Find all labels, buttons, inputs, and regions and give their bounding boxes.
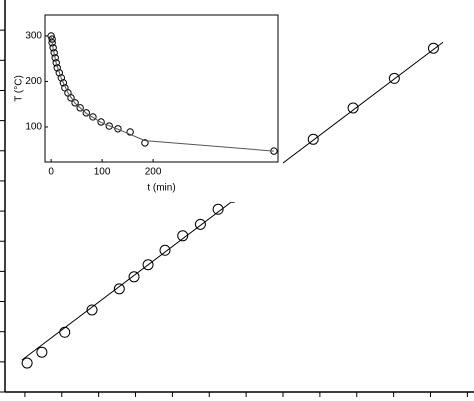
y-axis-label: T (°C) [14, 75, 25, 102]
x-axis-label: t (min) [147, 183, 175, 194]
data-point [159, 244, 171, 256]
data-point [307, 133, 319, 145]
x-tick-label: 200 [145, 167, 162, 178]
y-tick-label: 200 [25, 76, 42, 87]
data-point [36, 346, 48, 358]
x-tick-label: 0 [48, 167, 54, 178]
data-point [97, 118, 105, 126]
data-point [48, 39, 56, 47]
data-point [114, 125, 122, 133]
y-tick-label: 300 [25, 31, 42, 42]
data-point [82, 109, 90, 117]
data-point [89, 113, 97, 121]
data-point [76, 104, 84, 112]
data-point [212, 203, 224, 215]
data-point [57, 74, 66, 82]
data-point [86, 304, 98, 316]
data-point [105, 122, 113, 130]
inset-frame [44, 14, 279, 163]
data-point [142, 259, 154, 271]
data-point [55, 69, 63, 77]
data-point [50, 49, 58, 57]
data-point [59, 79, 68, 87]
data-point [194, 218, 206, 230]
data-point [53, 64, 61, 72]
data-point [427, 42, 439, 54]
data-point [141, 139, 149, 147]
data-point [113, 283, 125, 295]
fit-line [50, 36, 274, 152]
data-point [177, 230, 189, 242]
data-point [52, 59, 60, 67]
y-tick-label: 100 [25, 122, 42, 133]
data-point [21, 357, 33, 369]
data-point [128, 271, 140, 283]
data-point [51, 54, 59, 62]
data-point [347, 102, 359, 114]
data-point [67, 94, 75, 102]
x-tick-label: 100 [94, 167, 111, 178]
data-point [126, 128, 134, 136]
data-point [71, 99, 79, 107]
data-point [388, 72, 400, 84]
